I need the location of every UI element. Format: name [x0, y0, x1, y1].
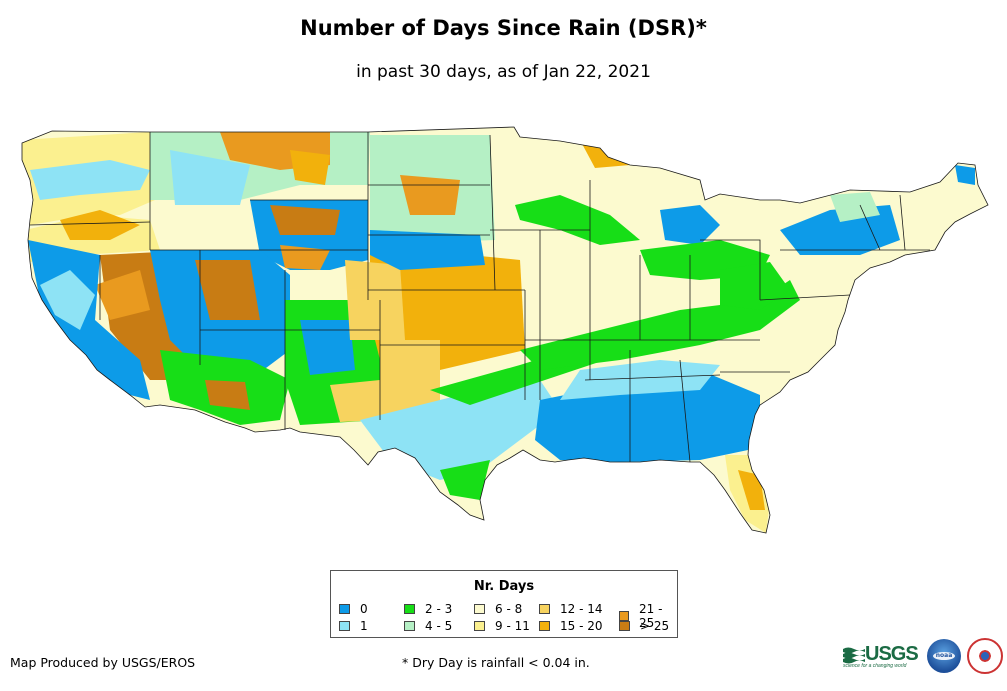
legend-item: 0 — [339, 602, 368, 616]
noaa-wordmark: noaa — [933, 652, 955, 660]
usgs-logo: USGS — [843, 643, 919, 666]
legend-item: 2 - 3 — [404, 602, 452, 616]
legend-swatch — [404, 621, 415, 631]
map-subtitle: in past 30 days, as of Jan 22, 2021 — [356, 62, 651, 82]
legend-label: 2 - 3 — [425, 602, 453, 616]
legend-label: 1 — [360, 619, 368, 633]
legend-swatch — [474, 621, 485, 631]
legend-item: > 25 — [619, 619, 669, 633]
legend-item: 1 — [339, 619, 368, 633]
legend-swatch — [404, 604, 415, 614]
legend-item: 21 - 25 — [619, 602, 677, 630]
legend-item: 9 - 11 — [474, 619, 530, 633]
legend-swatch — [474, 604, 485, 614]
legend-label: 6 - 8 — [495, 602, 523, 616]
legend-swatch — [339, 621, 350, 631]
footnote: * Dry Day is rainfall < 0.04 in. — [402, 655, 590, 670]
legend: Nr. Days 0 1 2 - 3 4 - 5 6 - 8 9 - 11 12 - 14 1… — [330, 570, 678, 638]
legend-item: 4 - 5 — [404, 619, 452, 633]
legend-item: 15 - 20 — [539, 619, 603, 633]
us-dsr-map — [21, 126, 989, 534]
usgs-tagline: science for a changing world — [843, 663, 907, 669]
legend-label: 9 - 11 — [495, 619, 530, 633]
legend-swatch — [619, 611, 630, 621]
legend-swatch — [539, 604, 550, 614]
legend-label: 15 - 20 — [560, 619, 603, 633]
legend-label: 4 - 5 — [425, 619, 453, 633]
legend-label: 21 - 25 — [639, 602, 663, 630]
legend-swatch — [539, 621, 550, 631]
legend-swatch — [619, 621, 630, 631]
map-title: Number of Days Since Rain (DSR)* — [300, 16, 707, 40]
nws-emblem-icon — [967, 638, 1003, 674]
credit-text: Map Produced by USGS/EROS — [10, 655, 196, 670]
legend-label: 12 - 14 — [560, 602, 603, 616]
legend-item: 12 - 14 — [539, 602, 603, 616]
legend-item: 6 - 8 — [474, 602, 522, 616]
agency-logos: USGS science for a changing world noaa — [843, 637, 1003, 677]
noaa-logo: noaa — [927, 639, 961, 673]
usgs-wordmark: USGS — [865, 643, 919, 665]
usgs-wave-icon — [843, 647, 865, 663]
legend-label: 0 — [360, 602, 368, 616]
legend-label: > 25 — [640, 619, 670, 633]
legend-swatch — [339, 604, 350, 614]
legend-title: Nr. Days — [473, 579, 535, 594]
